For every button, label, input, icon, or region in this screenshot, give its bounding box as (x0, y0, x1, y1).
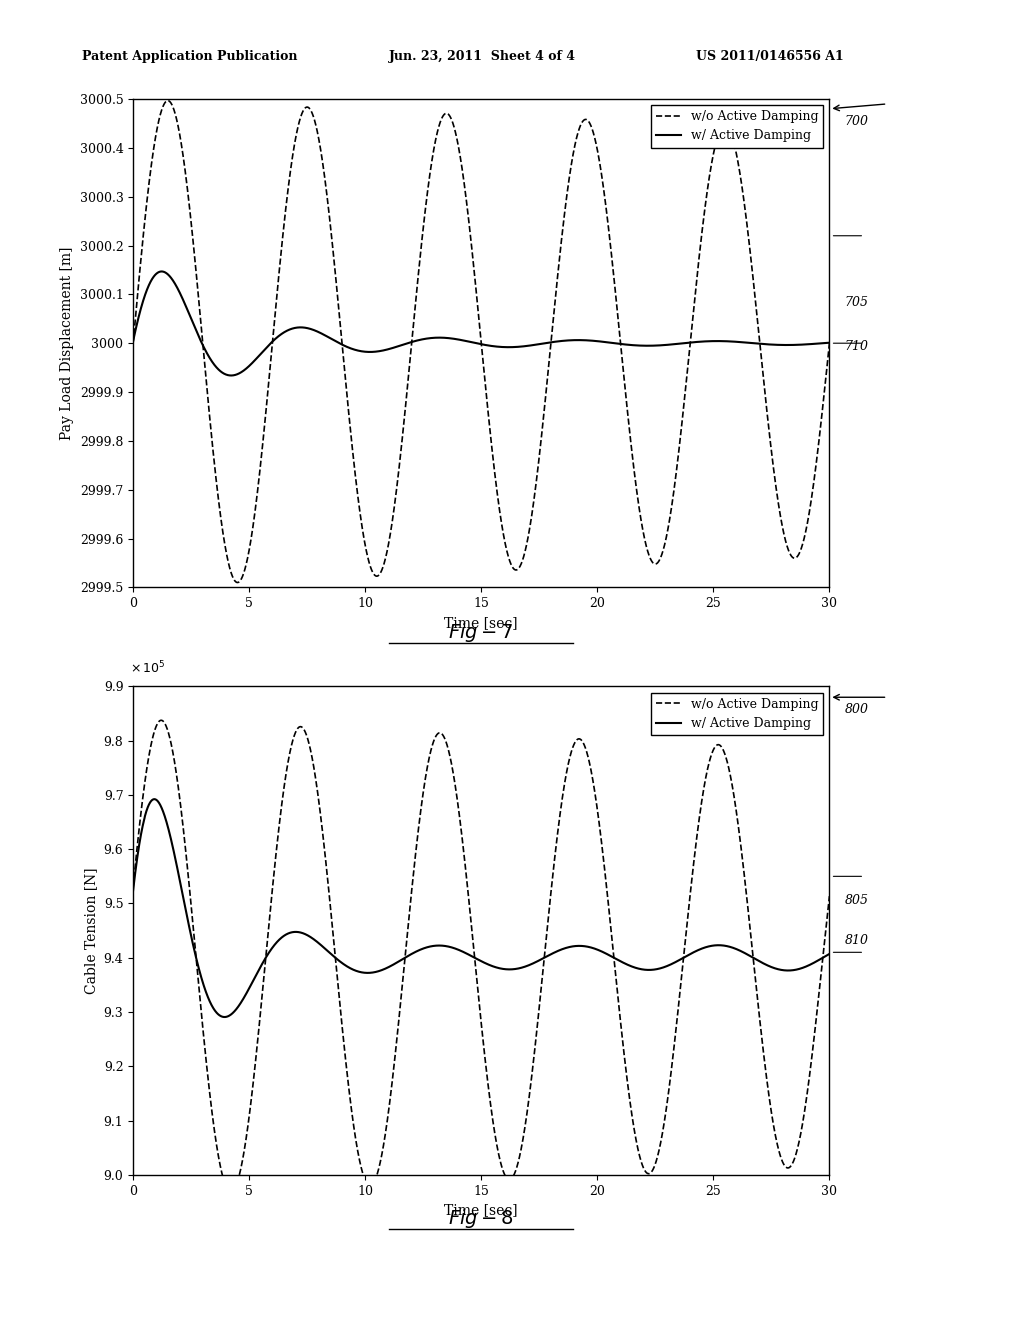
X-axis label: Time [sec]: Time [sec] (444, 1203, 518, 1217)
w/o Active Damping (810, 1011, 822, 1027)
w/ Active Damping (148, 791, 161, 807)
Text: US 2011/0146556 A1: US 2011/0146556 A1 (696, 50, 844, 63)
w/ Active Damping (248, 970, 260, 986)
w/o Active Damping (207, 1110, 219, 1126)
w/o Active Damping (810, 455, 822, 471)
Text: 810: 810 (845, 933, 868, 946)
w/ Active Damping (735, 944, 748, 960)
w/o Active Damping (248, 510, 260, 525)
w/o Active Damping (224, 1184, 237, 1200)
Text: 710: 710 (845, 339, 868, 352)
w/ Active Damping (225, 367, 238, 383)
Legend: w/o Active Damping, w/ Active Damping: w/o Active Damping, w/ Active Damping (650, 106, 823, 148)
w/ Active Damping (823, 335, 836, 351)
Text: 705: 705 (845, 296, 868, 309)
w/o Active Damping (394, 994, 407, 1010)
Text: 800: 800 (845, 702, 868, 715)
w/o Active Damping (735, 841, 748, 857)
Text: 805: 805 (845, 894, 868, 907)
w/o Active Damping (248, 1065, 260, 1081)
X-axis label: Time [sec]: Time [sec] (444, 615, 518, 630)
w/ Active Damping (425, 330, 437, 346)
Line: w/o Active Damping: w/o Active Damping (133, 721, 829, 1192)
w/ Active Damping (735, 334, 748, 350)
w/ Active Damping (394, 338, 407, 354)
w/ Active Damping (156, 264, 168, 280)
w/ Active Damping (810, 953, 822, 969)
Line: w/ Active Damping: w/ Active Damping (133, 799, 829, 1016)
Line: w/ Active Damping: w/ Active Damping (133, 272, 829, 375)
w/ Active Damping (127, 883, 139, 899)
w/ Active Damping (425, 939, 437, 954)
w/o Active Damping (231, 574, 244, 590)
Text: $\times\,10^5$: $\times\,10^5$ (130, 660, 165, 677)
w/o Active Damping (155, 713, 167, 729)
w/o Active Damping (127, 335, 139, 351)
w/ Active Damping (207, 355, 219, 371)
Text: $\it{Fig-7}$: $\it{Fig-7}$ (449, 620, 514, 644)
w/o Active Damping (394, 446, 407, 462)
w/o Active Damping (162, 92, 174, 108)
Text: 700: 700 (845, 115, 868, 128)
w/o Active Damping (823, 335, 836, 351)
w/ Active Damping (823, 946, 836, 962)
Text: Jun. 23, 2011  Sheet 4 of 4: Jun. 23, 2011 Sheet 4 of 4 (389, 50, 577, 63)
Legend: w/o Active Damping, w/ Active Damping: w/o Active Damping, w/ Active Damping (650, 693, 823, 735)
w/ Active Damping (218, 1008, 230, 1024)
w/ Active Damping (207, 999, 219, 1015)
Line: w/o Active Damping: w/o Active Damping (133, 100, 829, 582)
w/o Active Damping (735, 174, 748, 190)
w/o Active Damping (127, 879, 139, 895)
w/ Active Damping (248, 352, 260, 368)
w/ Active Damping (394, 953, 407, 969)
w/o Active Damping (823, 888, 836, 904)
w/o Active Damping (207, 440, 219, 455)
w/o Active Damping (425, 160, 437, 176)
Text: Patent Application Publication: Patent Application Publication (82, 50, 297, 63)
w/ Active Damping (127, 333, 139, 348)
Text: $\it{Fig-8}$: $\it{Fig-8}$ (449, 1206, 514, 1230)
Y-axis label: Pay Load Displacement [m]: Pay Load Displacement [m] (60, 247, 74, 440)
Y-axis label: Cable Tension [N]: Cable Tension [N] (84, 867, 98, 994)
w/ Active Damping (810, 335, 822, 351)
w/o Active Damping (425, 743, 437, 759)
